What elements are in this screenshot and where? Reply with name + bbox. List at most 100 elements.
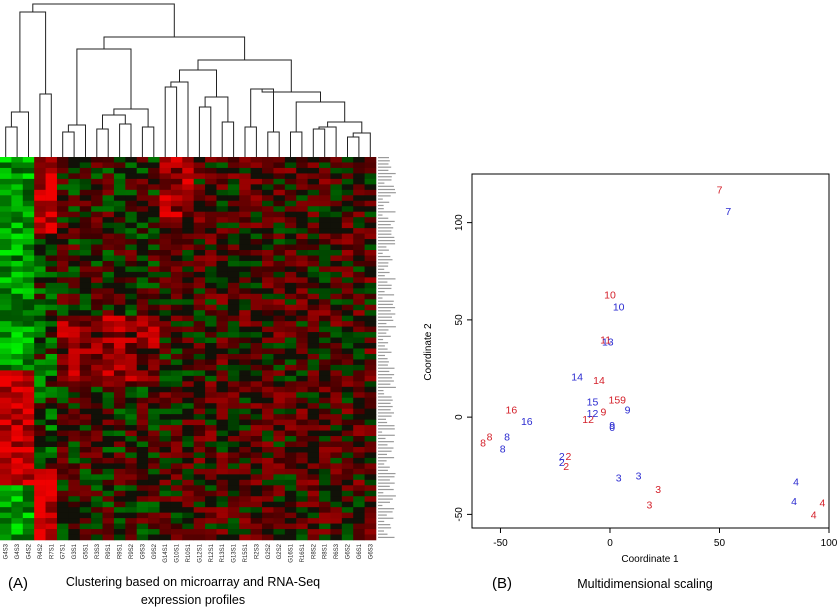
heatmap-cell — [216, 178, 229, 185]
heatmap-cell — [239, 337, 251, 344]
heatmap-cell — [205, 266, 217, 273]
heatmap-cell — [227, 408, 240, 415]
heatmap-cell — [34, 452, 46, 459]
heatmap-cell — [79, 386, 92, 393]
heatmap-cell — [319, 189, 331, 196]
heatmap-cell — [148, 326, 160, 333]
heatmap-cell — [239, 441, 251, 448]
heatmap-cell — [250, 474, 263, 481]
heatmap-cell — [102, 217, 115, 223]
heatmap-cell — [341, 386, 354, 393]
row-side-bar — [378, 265, 389, 267]
heatmap-cell — [284, 200, 297, 207]
heatmap-cell — [284, 479, 297, 486]
heatmap-cell — [68, 299, 81, 306]
heatmap-cell — [56, 468, 69, 475]
heatmap-cell — [102, 397, 115, 404]
heatmap-cell — [91, 282, 103, 289]
heatmap-cell — [34, 507, 46, 513]
heatmap-cell — [136, 479, 149, 486]
heatmap-cell — [159, 441, 172, 448]
heatmap-cell — [22, 189, 35, 196]
heatmap-cell — [22, 370, 35, 377]
heatmap-cell — [364, 321, 377, 327]
heatmap-cell — [0, 496, 12, 502]
heatmap-cell — [262, 490, 274, 497]
heatmap-cell — [148, 162, 160, 169]
heatmap-cell — [284, 512, 297, 519]
heatmap-cell — [170, 173, 183, 180]
heatmap-cell — [296, 397, 308, 404]
row-side-bar — [378, 332, 387, 334]
heatmap-cell — [330, 195, 343, 202]
heatmap-cell — [11, 343, 24, 349]
heatmap-cell — [364, 173, 377, 180]
heatmap-cell — [34, 414, 46, 420]
heatmap-cell — [45, 260, 58, 267]
heatmap-cell — [45, 310, 58, 316]
heatmap-cell — [239, 167, 251, 174]
heatmap-cell — [22, 490, 35, 497]
row-side-bar — [378, 447, 394, 449]
heatmap-cell — [319, 523, 331, 530]
heatmap-cell — [91, 479, 103, 486]
heatmap-cell — [79, 408, 92, 415]
heatmap-cell — [91, 332, 103, 338]
heatmap-cell — [159, 162, 172, 169]
heatmap-cell — [113, 353, 126, 360]
mds-point-blue: 3 — [636, 471, 642, 483]
heatmap-cell — [205, 518, 217, 524]
heatmap-cell — [341, 157, 354, 163]
heatmap-cell — [262, 255, 274, 262]
heatmap-cell — [79, 228, 92, 234]
heatmap-cell — [0, 353, 12, 360]
heatmap-cell — [307, 468, 320, 475]
heatmap-cell — [11, 436, 24, 442]
heatmap-cell — [136, 496, 149, 502]
heatmap-cell — [22, 436, 35, 442]
heatmap-cell — [273, 436, 286, 442]
heatmap-cell — [125, 353, 138, 360]
heatmap-cell — [296, 353, 308, 360]
heatmap-cell — [22, 233, 35, 240]
heatmap-cell — [307, 321, 320, 327]
heatmap-cell — [136, 293, 149, 300]
heatmap-cell — [34, 189, 46, 196]
heatmap-cell — [22, 211, 35, 218]
heatmap-cell — [239, 184, 251, 191]
heatmap-cell — [45, 189, 58, 196]
heatmap-cell — [45, 353, 58, 360]
heatmap-cell — [0, 167, 12, 174]
heatmap-cell — [125, 167, 138, 174]
heatmap-cell — [91, 485, 103, 492]
heatmap-cell — [296, 463, 308, 470]
heatmap-cell — [56, 408, 69, 415]
heatmap-cell — [307, 529, 320, 535]
heatmap-cell — [170, 452, 183, 459]
heatmap-cell — [56, 266, 69, 273]
heatmap-cell — [125, 518, 138, 524]
heatmap-cell — [45, 239, 58, 245]
heatmap-cell — [34, 195, 46, 202]
heatmap-cell — [11, 386, 24, 393]
heatmap-cell — [307, 332, 320, 338]
heatmap-cell — [296, 244, 308, 251]
heatmap-cell — [216, 403, 229, 409]
heatmap-cell — [79, 446, 92, 453]
heatmap-cell — [319, 178, 331, 185]
heatmap-cell — [159, 452, 172, 459]
heatmap-cell — [136, 167, 149, 174]
heatmap-cell — [262, 452, 274, 459]
heatmap-cell — [170, 162, 183, 169]
heatmap-cell — [22, 364, 35, 371]
heatmap-cell — [262, 266, 274, 273]
heatmap-cell — [91, 195, 103, 202]
row-side-bar — [378, 418, 386, 420]
heatmap-cell — [136, 419, 149, 426]
heatmap-cell — [148, 408, 160, 415]
heatmap-cell — [170, 233, 183, 240]
heatmap-cell — [148, 457, 160, 464]
heatmap-cell — [262, 381, 274, 388]
heatmap-cell — [102, 375, 115, 382]
heatmap-cell — [353, 157, 365, 163]
